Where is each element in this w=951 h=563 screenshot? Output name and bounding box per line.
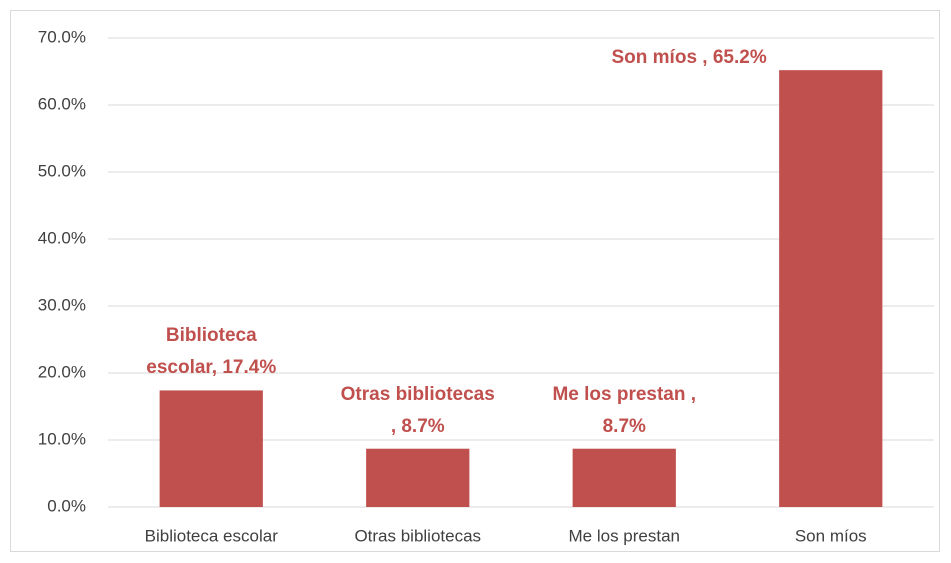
y-tick-label: 60.0% xyxy=(38,94,86,113)
y-tick-label: 40.0% xyxy=(38,228,86,247)
x-tick-label: Me los prestan xyxy=(569,526,681,545)
bar xyxy=(159,390,263,507)
data-label: Biblioteca escolar, 17.4% xyxy=(146,325,277,379)
x-tick-label: Biblioteca escolar xyxy=(145,526,279,545)
y-tick-label: 10.0% xyxy=(38,429,86,448)
x-tick-label: Son míos xyxy=(795,526,867,545)
data-label: Son míos , 65.2% xyxy=(611,47,767,69)
bar xyxy=(366,448,470,507)
y-tick-label: 50.0% xyxy=(38,161,86,180)
data-label: Me los prestan , 8.7% xyxy=(552,383,697,437)
y-tick-label: 20.0% xyxy=(38,362,86,381)
bar xyxy=(572,448,676,507)
y-tick-label: 30.0% xyxy=(38,295,86,314)
data-label: Otras bibliotecas , 8.7% xyxy=(340,383,495,437)
bar xyxy=(779,70,883,507)
x-tick-label: Otras bibliotecas xyxy=(354,526,481,545)
y-tick-label: 0.0% xyxy=(47,496,86,515)
y-tick-label: 70.0% xyxy=(38,27,86,46)
